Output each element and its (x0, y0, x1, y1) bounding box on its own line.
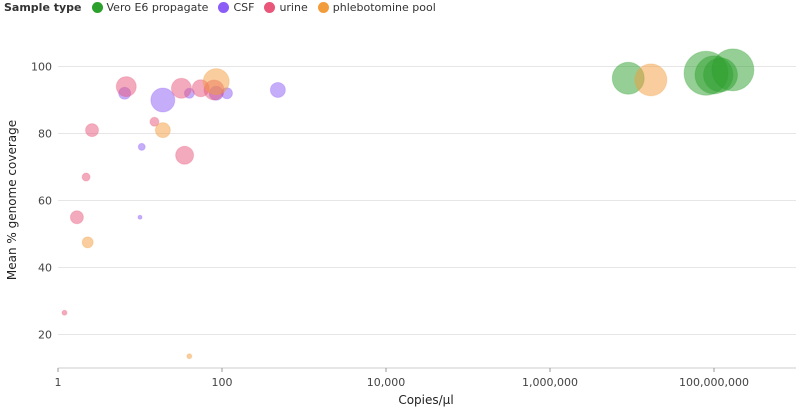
grid-lines (58, 66, 796, 335)
data-point-urine[interactable] (115, 76, 137, 98)
x-axis-title: Copies/µl (398, 393, 453, 407)
x-tick-label: 1,000,000 (522, 376, 578, 389)
y-axis-title: Mean % genome coverage (5, 120, 19, 280)
y-tick-label: 100 (31, 61, 52, 74)
legend-swatch-urine (264, 1, 276, 13)
x-tick-label: 1 (55, 376, 62, 389)
x-tick-label: 100 (212, 376, 233, 389)
data-point-phlebotomine-pool[interactable] (202, 68, 230, 96)
data-point-phlebotomine-pool[interactable] (186, 353, 193, 360)
legend-item-vero[interactable]: Vero E6 propagate (91, 0, 209, 14)
y-tick-label: 80 (38, 128, 52, 141)
data-point-phlebotomine-pool[interactable] (634, 63, 668, 97)
data-point-urine[interactable] (81, 172, 91, 182)
legend-item-urine[interactable]: urine (264, 0, 308, 14)
axes: 20 40 60 80 100 1 100 10,000 1,000,000 100,000,00… (31, 61, 796, 389)
legend-item-csf[interactable]: CSF (218, 1, 254, 14)
data-point-urine[interactable] (69, 210, 84, 225)
legend-label-phlebotomine: phlebotomine pool (332, 0, 436, 14)
data-points (61, 48, 755, 360)
legend-item-phlebotomine[interactable]: phlebotomine pool (317, 0, 436, 14)
data-point-urine[interactable] (61, 309, 68, 316)
y-tick-label: 20 (38, 329, 52, 342)
data-point-csf[interactable] (150, 87, 176, 113)
data-point-csf[interactable] (137, 214, 143, 220)
legend: Sample type Vero E6 propagate CSF urine … (4, 0, 436, 14)
data-point-csf[interactable] (269, 81, 286, 98)
data-point-phlebotomine-pool[interactable] (81, 236, 94, 249)
data-point-urine[interactable] (149, 116, 160, 127)
legend-label-csf: CSF (233, 0, 255, 14)
legend-swatch-vero (91, 1, 103, 13)
x-tick-label: 100,000,000 (679, 376, 749, 389)
legend-label-urine: urine (279, 0, 308, 14)
y-tick-label: 40 (38, 262, 52, 275)
legend-swatch-csf (218, 1, 230, 13)
data-point-urine[interactable] (170, 77, 192, 99)
data-point-vero-e6-propagate[interactable] (711, 48, 755, 92)
data-point-urine[interactable] (175, 145, 195, 165)
legend-swatch-phlebotomine (317, 1, 329, 13)
x-tick-label: 10,000 (367, 376, 406, 389)
data-point-urine[interactable] (85, 123, 100, 138)
data-point-phlebotomine-pool[interactable] (154, 122, 171, 139)
legend-title: Sample type (4, 0, 82, 14)
legend-label-vero: Vero E6 propagate (106, 0, 209, 14)
y-tick-label: 60 (38, 195, 52, 208)
data-point-csf[interactable] (137, 142, 146, 151)
